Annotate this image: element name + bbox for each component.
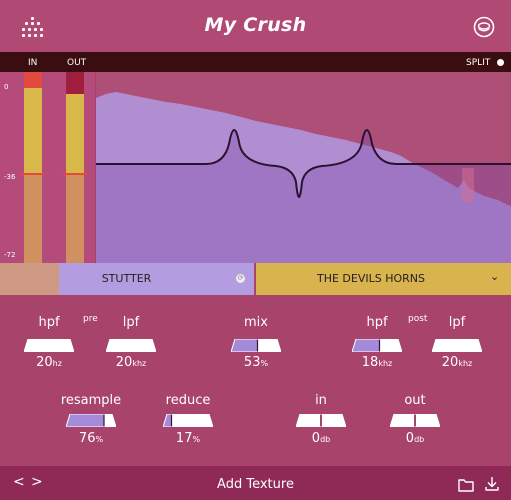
- slider-track: [163, 414, 213, 427]
- slider-fill: [66, 414, 104, 427]
- out-meter-level: [66, 94, 84, 174]
- in-gain-value: 0db: [311, 431, 331, 446]
- out-label: out: [404, 393, 426, 408]
- split-label: SPLIT: [466, 58, 491, 68]
- footer-bar: [0, 466, 511, 500]
- resample-value: 76%: [78, 431, 104, 446]
- texture-select[interactable]: [256, 263, 511, 295]
- reduce-label: reduce: [165, 393, 211, 408]
- in-meter-low: [24, 174, 42, 263]
- stutter-tab[interactable]: [59, 263, 254, 295]
- lpf-pre-control[interactable]: [106, 339, 156, 352]
- spectrum-display[interactable]: [96, 72, 511, 263]
- slider-outline: [163, 414, 213, 427]
- slider-outline: [24, 339, 74, 352]
- download-icon[interactable]: [485, 476, 499, 491]
- mix-value: 53%: [243, 355, 269, 370]
- out-meter-clip: [66, 72, 84, 94]
- add-texture-button[interactable]: Add Texture: [217, 477, 294, 492]
- slider-outline: [352, 339, 402, 352]
- hpf-post-control[interactable]: [352, 339, 402, 352]
- mode-bar-left: [0, 263, 59, 295]
- post-label: post: [408, 314, 428, 324]
- filter-curve: [96, 129, 511, 198]
- hpf-pre-control[interactable]: [24, 339, 74, 352]
- slider-track: [432, 339, 482, 352]
- slider-fill: [163, 414, 172, 427]
- app-title: My Crush: [204, 14, 307, 36]
- out-gain-value: 0db: [405, 431, 425, 446]
- meter-header-strip: [0, 52, 511, 72]
- stutter-label: STUTTER: [101, 272, 152, 285]
- slider-track: [24, 339, 74, 352]
- slider-track: [106, 339, 156, 352]
- in-meter-level: [24, 88, 42, 174]
- in-meter-clip: [24, 72, 42, 88]
- meter-scale-36: -36: [4, 173, 16, 181]
- slider-outline: [231, 339, 281, 352]
- folder-icon[interactable]: [458, 477, 474, 492]
- in-meter-label: IN: [28, 58, 38, 68]
- slider-outline: [66, 414, 116, 427]
- circle-arrow-icon[interactable]: ⟳: [236, 274, 245, 283]
- slider-outline: [106, 339, 156, 352]
- in-label: in: [315, 393, 327, 408]
- texture-label: THE DEVILS HORNS: [316, 272, 426, 285]
- resample-label: resample: [60, 393, 122, 408]
- reduce-control[interactable]: [163, 414, 213, 427]
- hpf-pre-label: hpf: [38, 315, 60, 330]
- in-meter-marker: [21, 173, 45, 175]
- lpf-pre-value: 20khz: [115, 355, 147, 370]
- meter-scale-0: 0: [4, 83, 9, 91]
- out-gain-control[interactable]: [390, 414, 440, 427]
- hpf-post-value: 18khz: [361, 355, 393, 370]
- out-meter-marker: [63, 173, 87, 175]
- hpf-pre-value: 20hz: [36, 355, 62, 370]
- prev-button[interactable]: <: [13, 474, 25, 490]
- chevron-down-icon[interactable]: ⌄: [490, 270, 500, 283]
- lpf-post-value: 20khz: [441, 355, 473, 370]
- pre-label: pre: [83, 314, 98, 324]
- dot-grid-logo-icon: [22, 17, 44, 37]
- in-gain-control[interactable]: [296, 414, 346, 427]
- lpf-post-control[interactable]: [432, 339, 482, 352]
- disc-menu-icon[interactable]: [472, 16, 496, 38]
- lpf-post-label: lpf: [448, 315, 466, 330]
- next-button[interactable]: >: [31, 474, 43, 490]
- hpf-post-label: hpf: [366, 315, 388, 330]
- out-meter-label: OUT: [67, 58, 87, 68]
- resample-control[interactable]: [66, 414, 116, 427]
- slider-fill: [352, 339, 380, 352]
- slider-outline: [296, 414, 346, 427]
- slider-outline: [432, 339, 482, 352]
- mix-label: mix: [244, 315, 268, 330]
- out-meter-low: [66, 174, 84, 263]
- split-toggle[interactable]: [497, 59, 504, 66]
- header-bar: [0, 0, 511, 52]
- reduce-value: 17%: [175, 431, 201, 446]
- mix-control[interactable]: [231, 339, 281, 352]
- filter-curve-fill: [96, 129, 511, 263]
- meter-scale-72: -72: [4, 251, 16, 259]
- slider-outline: [390, 414, 440, 427]
- lpf-pre-label: lpf: [122, 315, 140, 330]
- slider-fill: [231, 339, 258, 352]
